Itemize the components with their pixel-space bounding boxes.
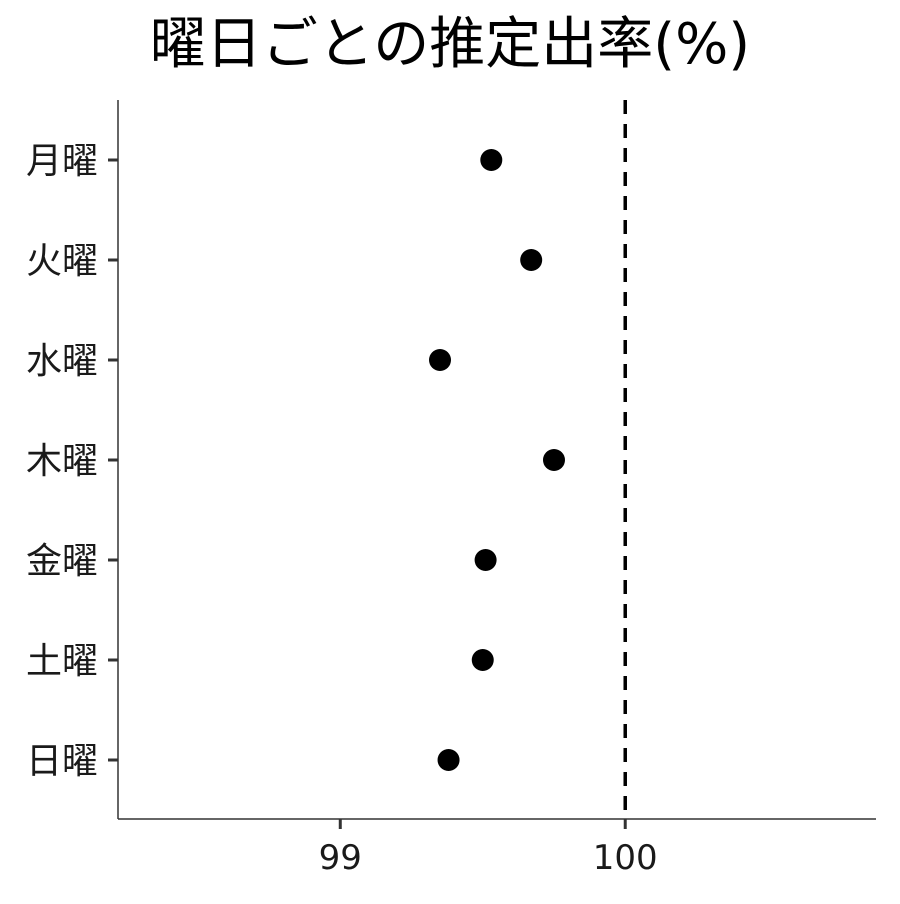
y-tick-label: 水曜 bbox=[26, 341, 98, 382]
data-point bbox=[520, 249, 543, 271]
x-tick-label: 99 bbox=[319, 838, 362, 878]
y-tick-label: 火曜 bbox=[26, 241, 98, 282]
chart-title: 曜日ごとの推定出率(%) bbox=[149, 12, 751, 77]
data-point bbox=[429, 349, 452, 371]
y-tick-label: 月曜 bbox=[26, 141, 98, 182]
y-tick-label: 金曜 bbox=[26, 541, 98, 582]
data-point bbox=[480, 149, 503, 171]
x-tick-label: 100 bbox=[593, 838, 658, 878]
y-tick-label: 木曜 bbox=[26, 441, 98, 482]
data-point bbox=[471, 649, 494, 671]
y-tick-label: 日曜 bbox=[26, 741, 98, 782]
data-point bbox=[542, 449, 565, 471]
data-point bbox=[437, 749, 460, 771]
y-tick-label: 土曜 bbox=[26, 641, 98, 682]
data-point bbox=[474, 549, 497, 571]
